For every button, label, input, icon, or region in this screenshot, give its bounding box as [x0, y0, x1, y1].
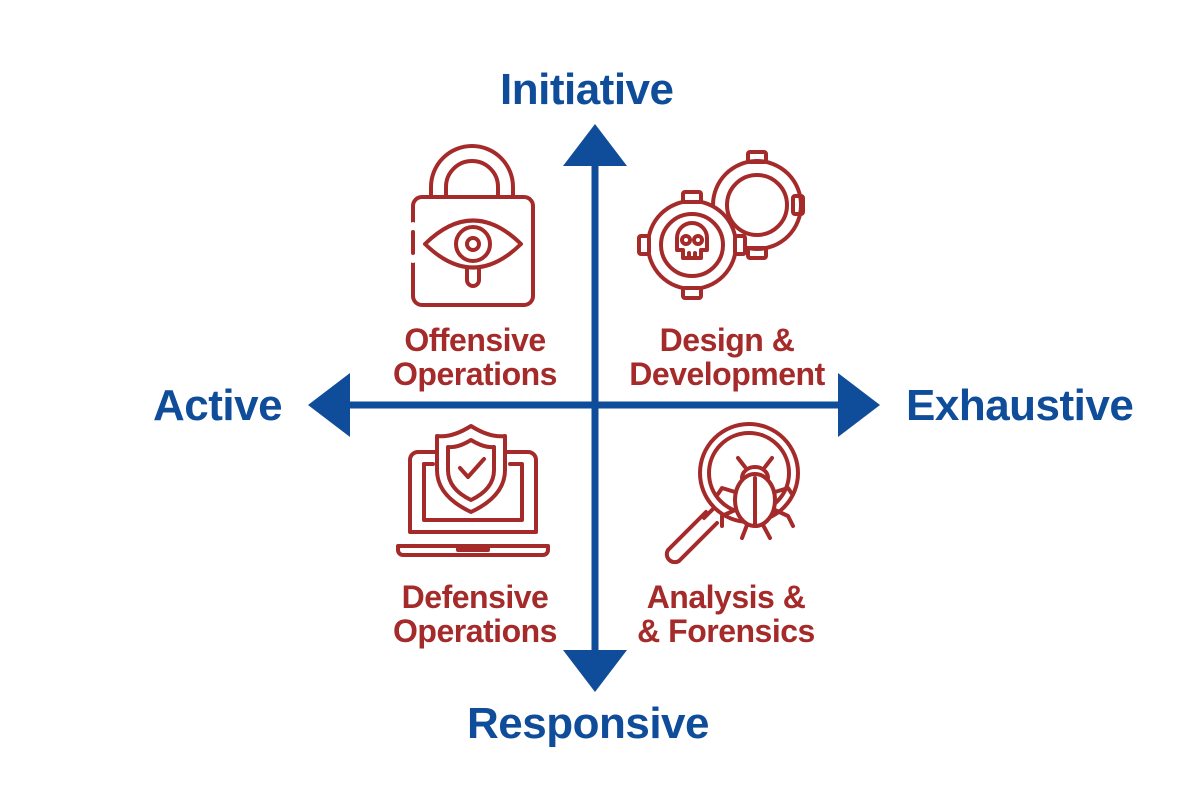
axis-label-top: Initiative: [500, 65, 674, 114]
magnifier-bug-icon: [664, 422, 800, 565]
quadrant-label-line: Operations: [393, 356, 557, 392]
quadrant-label-line: & Forensics: [637, 613, 815, 649]
axis-label-bottom: Responsive: [467, 699, 709, 748]
arrow-right-icon: [838, 373, 880, 437]
quadrant-label-line: Analysis &: [646, 579, 806, 615]
quadrant-label-line: Development: [629, 356, 825, 392]
quadrant-label-line: Design &: [659, 322, 795, 358]
quadrant-label-design-development: Design & Development: [626, 323, 828, 391]
quadrant-label-line: Offensive: [404, 322, 546, 358]
axis-lines: [308, 124, 880, 692]
gears-skull-icon: [637, 150, 805, 300]
quadrant-label-defensive-operations: Defensive Operations: [390, 580, 560, 648]
quadrant-label-line: Defensive: [401, 579, 549, 615]
axis-label-left: Active: [153, 381, 283, 430]
quadrant-label-offensive-operations: Offensive Operations: [390, 323, 560, 391]
quadrant-label-line: Operations: [393, 613, 557, 649]
laptop-shield-check-icon: [396, 424, 550, 557]
padlock-eye-icon: [410, 144, 535, 307]
arrow-left-icon: [308, 373, 350, 437]
axis-label-right: Exhaustive: [906, 381, 1134, 430]
arrow-up-icon: [563, 124, 627, 166]
quadrant-label-analysis-forensics: Analysis & & Forensics: [636, 580, 816, 648]
arrow-down-icon: [563, 650, 627, 692]
